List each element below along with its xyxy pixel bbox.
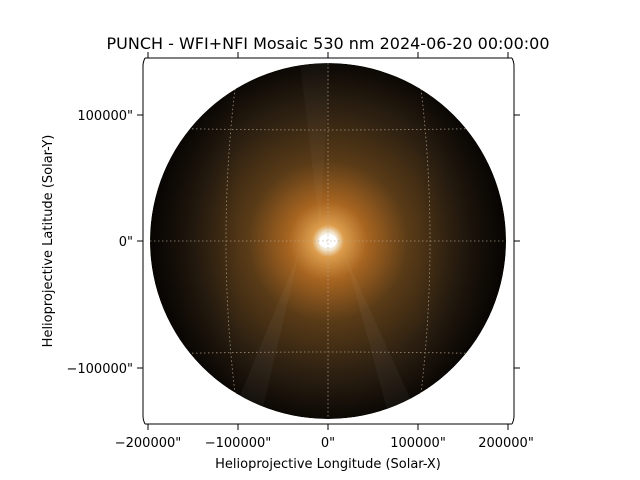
x-ticks [147,52,509,430]
y-tick-label: 0" [119,235,133,250]
x-tick-label: 200000" [478,436,534,451]
y-ticks [137,114,520,369]
coordinate-grid [150,63,506,419]
x-tick-label: −200000" [115,436,182,451]
x-tick-label: −100000" [205,436,272,451]
x-tick-label: 100000" [390,436,446,451]
y-tick-label: 100000" [77,109,133,124]
y-axis-label: Helioprojective Latitude (Solar-Y) [41,135,56,348]
figure-title: PUNCH - WFI+NFI Mosaic 530 nm 2024-06-20… [106,34,549,53]
x-tick-label: 0" [321,436,335,451]
y-tick-label: −100000" [67,362,134,377]
sun-core [319,234,337,248]
x-axis-label: Helioprojective Longitude (Solar-X) [215,457,441,472]
